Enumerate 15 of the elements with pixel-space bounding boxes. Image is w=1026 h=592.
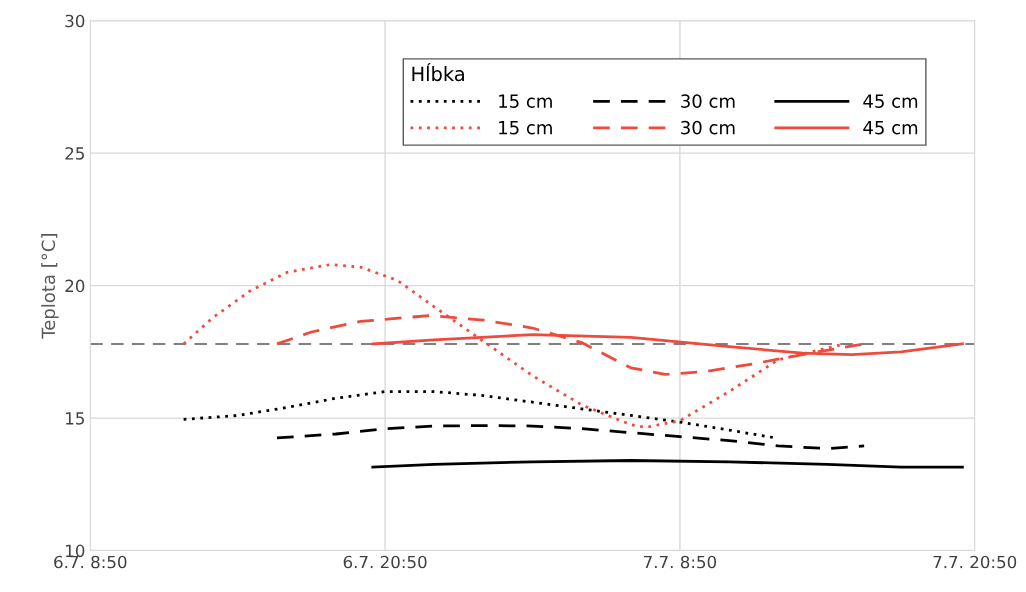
y-axis-title: Teplota [°C] (41, 234, 59, 339)
legend-label: 45 cm (863, 94, 918, 108)
y-tick-label: 20 (65, 279, 85, 293)
legend-title: Hĺbka (412, 62, 464, 82)
legend-label: 30 cm (681, 94, 735, 108)
x-tick-label: 6.7. 20:50 (343, 555, 427, 569)
legend-label: 45 cm (863, 121, 918, 135)
y-tick-label: 25 (65, 147, 84, 160)
y-tick-label: 30 (65, 14, 85, 28)
x-tick-label: 7.7. 8:50 (644, 555, 717, 569)
x-tick-label: 7.7. 20:50 (933, 555, 1017, 569)
legend-label: 15 cm (499, 94, 552, 108)
y-tick-label: 15 (66, 412, 84, 425)
legend-label: 15 cm (499, 121, 552, 135)
legend-label: 30 cm (681, 120, 735, 135)
